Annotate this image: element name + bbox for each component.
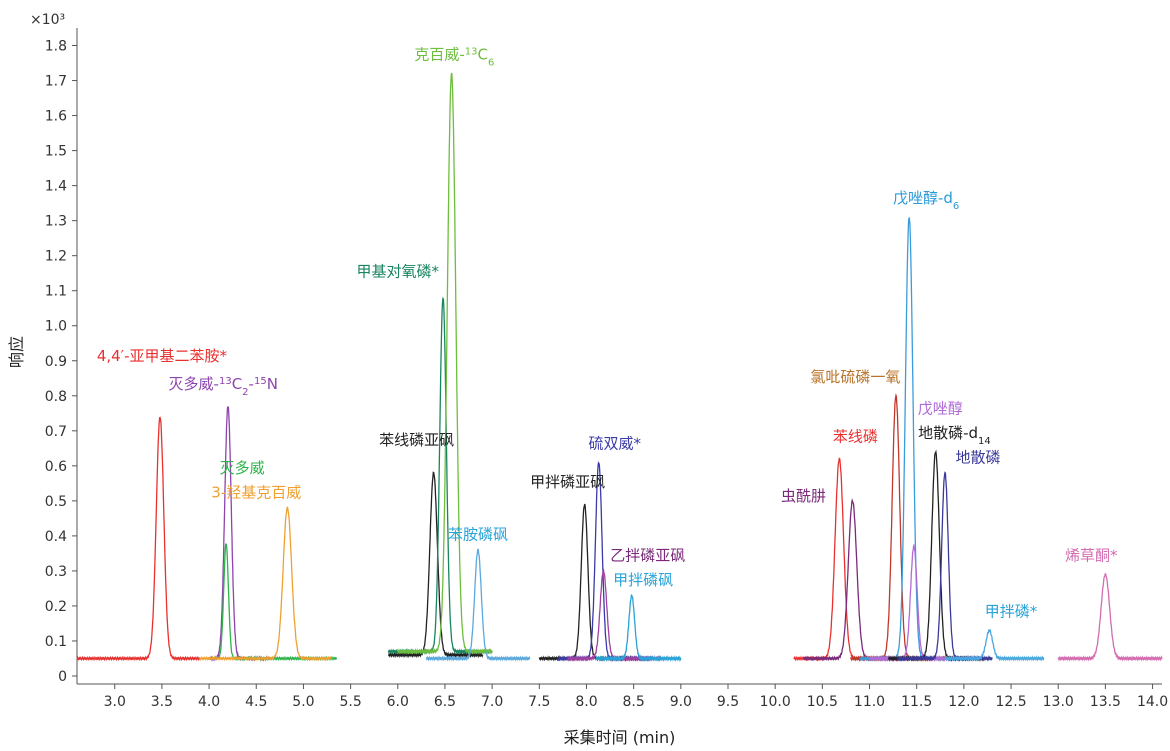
peak-label: 地散磷 bbox=[956, 448, 1001, 466]
peak-labels: 4,4′-亚甲基二苯胺*灭多威-13C2-15N灭多威3-羟基克百威苯线磷亚砜甲… bbox=[97, 46, 1118, 621]
x-tick-label: 5.5 bbox=[339, 694, 361, 710]
y-tick-label: 1.5 bbox=[45, 144, 67, 160]
traces bbox=[76, 72, 1163, 663]
y-tick-label: 1.7 bbox=[45, 74, 67, 90]
x-tick-label: 7.5 bbox=[528, 694, 550, 710]
y-tick-label: 0.5 bbox=[45, 494, 67, 510]
y-tick-label: 0.3 bbox=[45, 564, 67, 580]
x-axis-title: 采集时间 (min) bbox=[564, 728, 676, 747]
series-trace bbox=[76, 416, 201, 662]
peak-label: 烯草酮* bbox=[1065, 546, 1118, 564]
x-tick-label: 9.0 bbox=[670, 694, 692, 710]
peak-label: 灭多威 bbox=[220, 459, 265, 477]
peak-label: 克百威-13C6 bbox=[414, 46, 494, 69]
y-tick-label: 1.1 bbox=[45, 284, 67, 300]
series-trace bbox=[387, 296, 493, 655]
series-trace bbox=[1057, 572, 1163, 662]
x-tick-label: 8.5 bbox=[623, 694, 645, 710]
x-tick-label: 6.0 bbox=[387, 694, 409, 710]
peak-label: 地散磷-d14 bbox=[918, 424, 991, 447]
y-tick-label: 0.9 bbox=[45, 354, 67, 370]
x-tick-label: 3.0 bbox=[104, 694, 126, 710]
x-tick-label: 3.5 bbox=[151, 694, 173, 710]
peak-label: 氯吡硫磷一氧 bbox=[810, 368, 900, 386]
peak-label: 戊唑醇 bbox=[918, 399, 963, 417]
y-tick-label: 0.8 bbox=[45, 389, 67, 405]
x-tick-label: 13.0 bbox=[1043, 694, 1074, 710]
series-trace bbox=[425, 548, 531, 662]
peak-label: 苯线磷 bbox=[833, 427, 878, 445]
series-trace bbox=[208, 543, 338, 662]
peak-label: 苯胺磷砜 bbox=[448, 525, 508, 543]
x-tick-label: 10.0 bbox=[760, 694, 791, 710]
peak-label: 乙拌磷亚砜 bbox=[610, 546, 685, 564]
x-tick-label: 13.5 bbox=[1090, 694, 1121, 710]
series-trace bbox=[208, 406, 272, 662]
y-tick-label: 0.2 bbox=[45, 599, 67, 615]
peak-label: 甲拌磷* bbox=[985, 602, 1038, 620]
y-multiplier: ×10³ bbox=[30, 12, 65, 28]
y-tick-label: 0.6 bbox=[45, 459, 67, 475]
y-tick-label: 1.3 bbox=[45, 214, 67, 230]
x-tick-label: 11.0 bbox=[854, 694, 885, 710]
y-tick-label: 0.7 bbox=[45, 424, 67, 440]
y-tick-label: 0.1 bbox=[45, 634, 67, 650]
y-tick-label: 0.4 bbox=[45, 529, 67, 545]
series-trace bbox=[199, 506, 333, 662]
x-tick-label: 12.5 bbox=[995, 694, 1026, 710]
x-tick-label: 12.0 bbox=[948, 694, 979, 710]
peak-label: 甲基对氧磷* bbox=[357, 263, 440, 281]
series-trace bbox=[595, 594, 682, 663]
peak-label: 灭多威-13C2-15N bbox=[169, 375, 278, 398]
x-tick-label: 4.0 bbox=[198, 694, 220, 710]
y-tick-label: 0 bbox=[58, 669, 67, 685]
y-tick-label: 1.0 bbox=[45, 319, 67, 335]
peak-label: 戊唑醇-d6 bbox=[893, 189, 959, 212]
x-tick-label: 7.0 bbox=[481, 694, 503, 710]
y-axis-title: 响应 bbox=[7, 336, 26, 368]
peak-label: 甲拌磷砜 bbox=[613, 571, 673, 589]
y-tick-label: 1.4 bbox=[45, 179, 67, 195]
x-tick-label: 14.0 bbox=[1137, 694, 1168, 710]
y-tick-label: 1.6 bbox=[45, 109, 67, 125]
peak-label: 硫双威* bbox=[589, 434, 642, 452]
axes: 0 0.1 0.2 0.3 0.4 0.5 0.6 0.7 0.8 0.9 1.0 1.1 1.2 1.3… bbox=[45, 28, 1168, 710]
x-tick-label: 6.5 bbox=[434, 694, 456, 710]
series-trace bbox=[944, 628, 1045, 662]
y-tick-label: 1.2 bbox=[45, 249, 67, 265]
peak-label: 虫酰肼 bbox=[781, 487, 826, 505]
peak-label: 3-羟基克百威 bbox=[211, 483, 301, 501]
series-trace bbox=[397, 72, 493, 655]
x-tick-label: 11.5 bbox=[901, 694, 932, 710]
x-tick-label: 8.0 bbox=[575, 694, 597, 710]
peak-label: 苯线磷亚砜 bbox=[379, 431, 454, 449]
series-trace bbox=[388, 471, 484, 659]
x-tick-label: 10.5 bbox=[807, 694, 838, 710]
x-tick-label: 5.0 bbox=[292, 694, 314, 710]
y-tick-label: 1.8 bbox=[45, 39, 67, 55]
x-tick-label: 9.5 bbox=[717, 694, 739, 710]
x-tick-label: 4.5 bbox=[245, 694, 267, 710]
peak-label: 甲拌磷亚砜 bbox=[530, 473, 605, 491]
peak-label: 4,4′-亚甲基二苯胺* bbox=[97, 347, 228, 365]
series-trace bbox=[868, 543, 955, 663]
